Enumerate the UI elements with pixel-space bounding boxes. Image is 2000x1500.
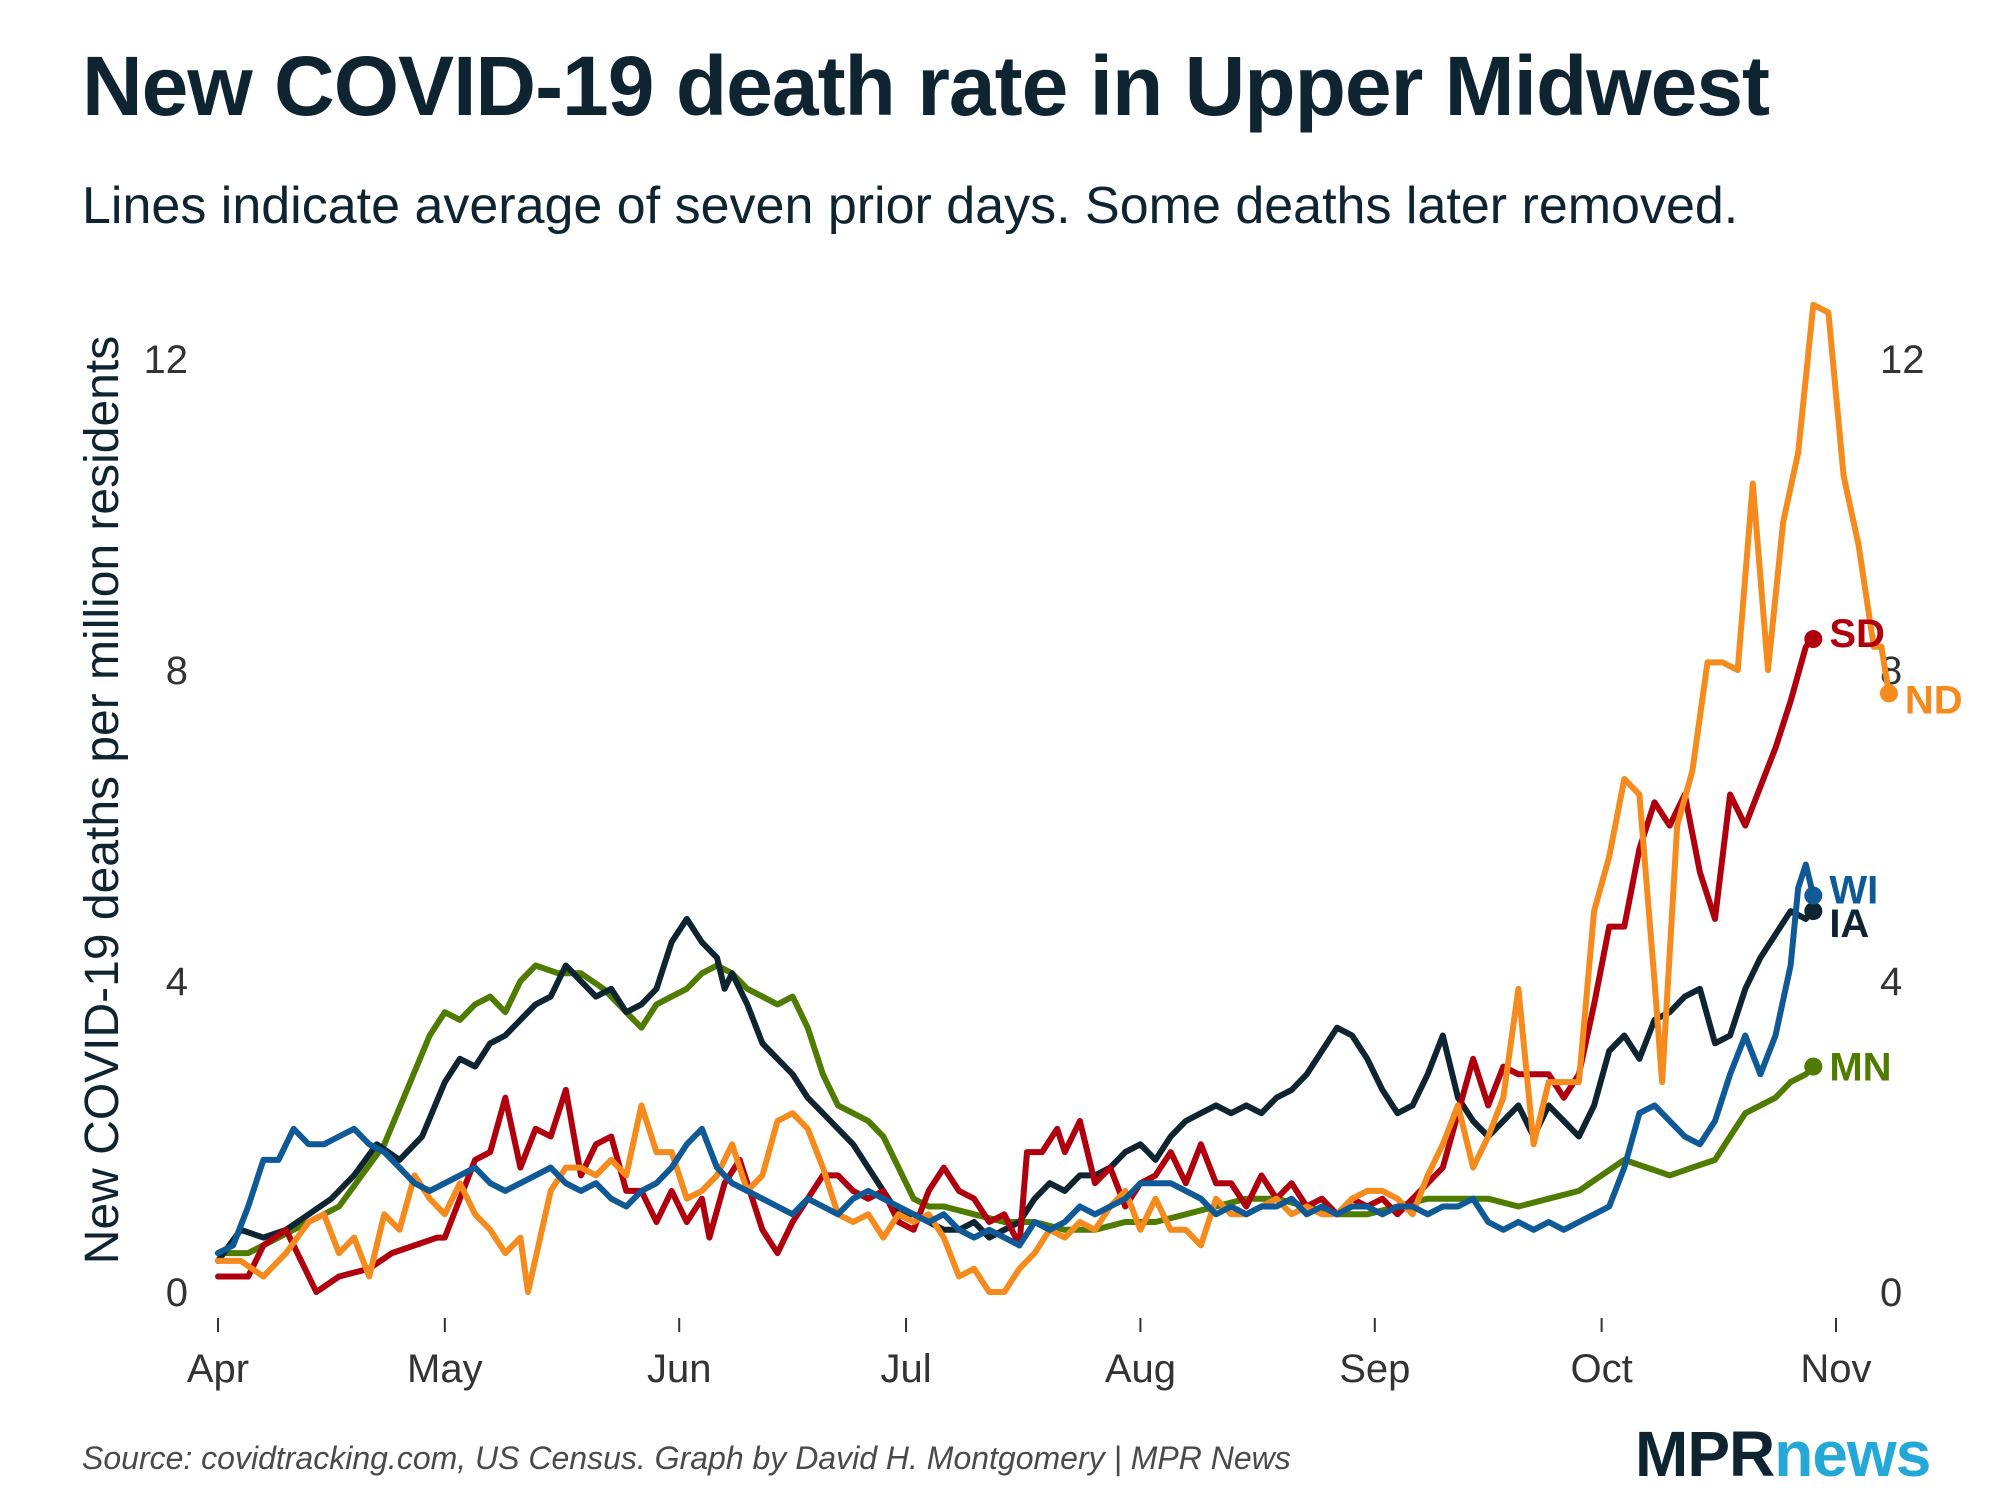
x-tick-jun: Jun	[647, 1347, 712, 1391]
series-label-wi: WI	[1829, 869, 1878, 913]
y-tick-right-12: 12	[1880, 338, 1925, 382]
series-endpoints	[1804, 630, 1898, 1076]
series-label-mn: MN	[1829, 1046, 1891, 1090]
series-line-nd	[215, 301, 1892, 1295]
line-chart: 0 4 8 12 0 4 8 12 Apr May Jun Jul Aug Sep Oct Nov New…	[76, 301, 1963, 1391]
series-label-nd: ND	[1905, 678, 1963, 722]
logo-mpr: MPR	[1635, 1418, 1775, 1490]
y-tick-left-0: 0	[166, 1271, 188, 1315]
y-tick-right-0: 0	[1880, 1271, 1902, 1315]
series-line-ia	[215, 908, 1817, 1264]
logo-news: news	[1774, 1418, 1931, 1490]
series-label-ia: IA	[1829, 902, 1869, 946]
x-tick-jul: Jul	[880, 1347, 931, 1391]
series-endpoint-nd	[1879, 684, 1898, 703]
mpr-news-logo: MPRnews	[1635, 1422, 1931, 1486]
series-line-sd	[215, 636, 1817, 1295]
x-tick-may: May	[407, 1347, 483, 1391]
series-endpoint-wi	[1804, 886, 1823, 905]
series-endpoint-mn	[1804, 1057, 1823, 1076]
x-tick-apr: Apr	[187, 1347, 249, 1391]
chart-subtitle: Lines indicate average of seven prior da…	[82, 177, 1739, 235]
series-lines	[215, 301, 1892, 1295]
y-tick-left-4: 4	[166, 960, 188, 1004]
source-note: Source: covidtracking.com, US Census. Gr…	[82, 1440, 1291, 1476]
x-tick-sep: Sep	[1339, 1347, 1410, 1391]
y-tick-left-12: 12	[144, 338, 189, 382]
y-axis-left: 0 4 8 12	[144, 338, 189, 1315]
series-endpoint-sd	[1804, 630, 1823, 649]
series-line-wi	[215, 861, 1817, 1257]
series-labels: MN IA SD ND WI	[1829, 612, 1962, 1090]
y-tick-left-8: 8	[166, 649, 188, 693]
x-tick-oct: Oct	[1570, 1347, 1632, 1391]
y-tick-right-4: 4	[1880, 960, 1902, 1004]
x-tick-aug: Aug	[1105, 1347, 1176, 1391]
chart-title: New COVID-19 death rate in Upper Midwest	[82, 39, 1770, 133]
series-endpoint-ia	[1804, 902, 1823, 921]
x-tick-nov: Nov	[1800, 1347, 1871, 1391]
y-axis-label: New COVID-19 deaths per million resident…	[76, 336, 129, 1264]
x-axis: Apr May Jun Jul Aug Sep Oct Nov	[187, 1318, 1872, 1391]
series-line-mn	[215, 962, 1817, 1257]
series-label-sd: SD	[1829, 612, 1885, 656]
